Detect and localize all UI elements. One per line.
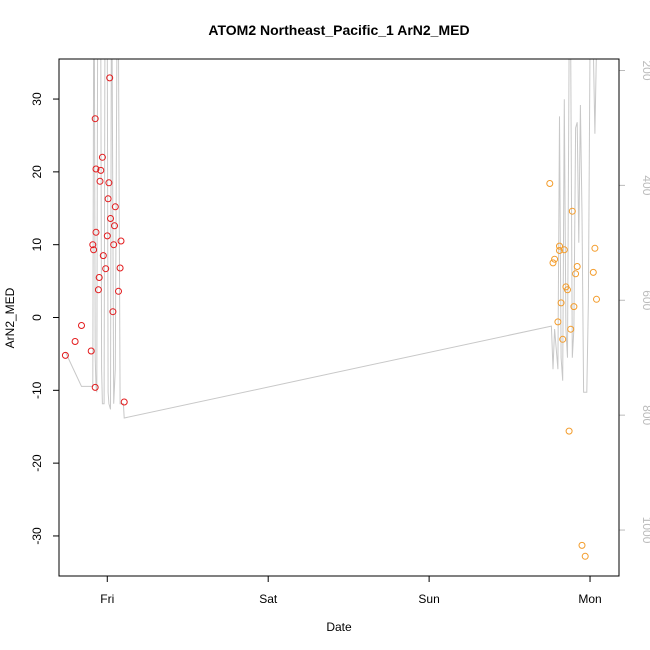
y-tick-label: -30 <box>30 527 44 545</box>
series-2-point <box>591 244 599 252</box>
series-2-point <box>551 255 559 263</box>
y-tick-label: 0 <box>30 314 44 321</box>
y-axis-label: ArN2_MED <box>3 287 17 348</box>
series-2-point <box>559 335 567 343</box>
series-2-point <box>578 541 586 549</box>
y2-tick-label: 600 <box>640 290 650 310</box>
y2-tick-label: 200 <box>640 60 650 80</box>
series-2-point <box>556 242 563 250</box>
y-axis: 30 20 10 0 -10 -20 -30 <box>30 92 60 545</box>
series-2-point <box>593 295 600 303</box>
series-1-point <box>95 274 103 281</box>
series-2-point <box>564 286 571 294</box>
y2-axis: 200 400 600 800 1000 <box>618 60 650 544</box>
series-2-point <box>565 427 573 435</box>
x-tick-label: Sun <box>418 592 439 606</box>
x-tick-label: Mon <box>578 592 601 606</box>
x-tick-label: Sat <box>259 592 278 606</box>
series-1-point <box>97 166 105 174</box>
points-layer <box>61 74 600 560</box>
series-1-point <box>116 264 124 272</box>
y2-tick-label: 1000 <box>640 517 650 544</box>
series-1-point <box>89 241 97 249</box>
series-1-point <box>71 338 79 345</box>
series-1-point <box>109 308 117 316</box>
series-2-point <box>549 259 557 267</box>
series-1-point <box>104 195 112 203</box>
series-2-point <box>554 318 562 326</box>
depth-line-layer <box>64 59 597 419</box>
series-1-point <box>99 252 107 260</box>
series-1-point <box>96 177 104 185</box>
depth-line <box>64 59 597 419</box>
series-2-point <box>572 270 580 278</box>
series-2-point <box>573 263 581 270</box>
series-1-point <box>98 153 106 161</box>
series-2-point <box>567 325 575 333</box>
series-1-point <box>115 287 122 295</box>
series-1-point <box>91 115 99 123</box>
series-2-point <box>556 247 563 254</box>
x-axis-label: Date <box>326 620 352 634</box>
plot-frame <box>58 58 620 577</box>
y-tick-label: -10 <box>30 381 44 399</box>
series-1-point <box>103 232 111 240</box>
series-1-point <box>61 351 69 359</box>
series-1-point <box>120 398 128 406</box>
series-1-point <box>105 179 113 187</box>
y-tick-label: -20 <box>30 454 44 472</box>
y2-tick-label: 400 <box>640 175 650 195</box>
series-2-point <box>581 552 589 560</box>
series-1-point <box>87 347 95 355</box>
chart-title: ATOM2 Northeast_Pacific_1 ArN2_MED <box>208 22 469 38</box>
series-1-point <box>92 228 100 236</box>
x-axis: Fri Sat Sun Mon <box>100 575 602 606</box>
series-2-point <box>589 268 597 276</box>
x-tick-label: Fri <box>100 592 114 606</box>
series-1-point <box>111 222 118 230</box>
series-1-point <box>110 241 118 249</box>
series-1-point <box>94 286 102 294</box>
series-1-point <box>91 383 99 391</box>
series-2-point <box>560 246 568 254</box>
series-1-point <box>111 203 119 211</box>
y-tick-label: 30 <box>30 92 44 106</box>
series-2-point <box>570 303 578 311</box>
series-1-point <box>117 237 125 245</box>
y-tick-label: 20 <box>30 165 44 179</box>
series-1-point <box>106 74 114 82</box>
series-2-point <box>568 207 576 215</box>
series-2-point <box>546 180 554 187</box>
series-1-point <box>107 215 114 222</box>
series-1-point <box>92 165 100 173</box>
series-1-point <box>102 265 110 273</box>
y2-tick-label: 800 <box>640 405 650 425</box>
series-1-point <box>78 322 85 329</box>
series-2-point <box>557 299 565 307</box>
y-tick-label: 10 <box>30 238 44 252</box>
series-1-point <box>90 246 98 254</box>
